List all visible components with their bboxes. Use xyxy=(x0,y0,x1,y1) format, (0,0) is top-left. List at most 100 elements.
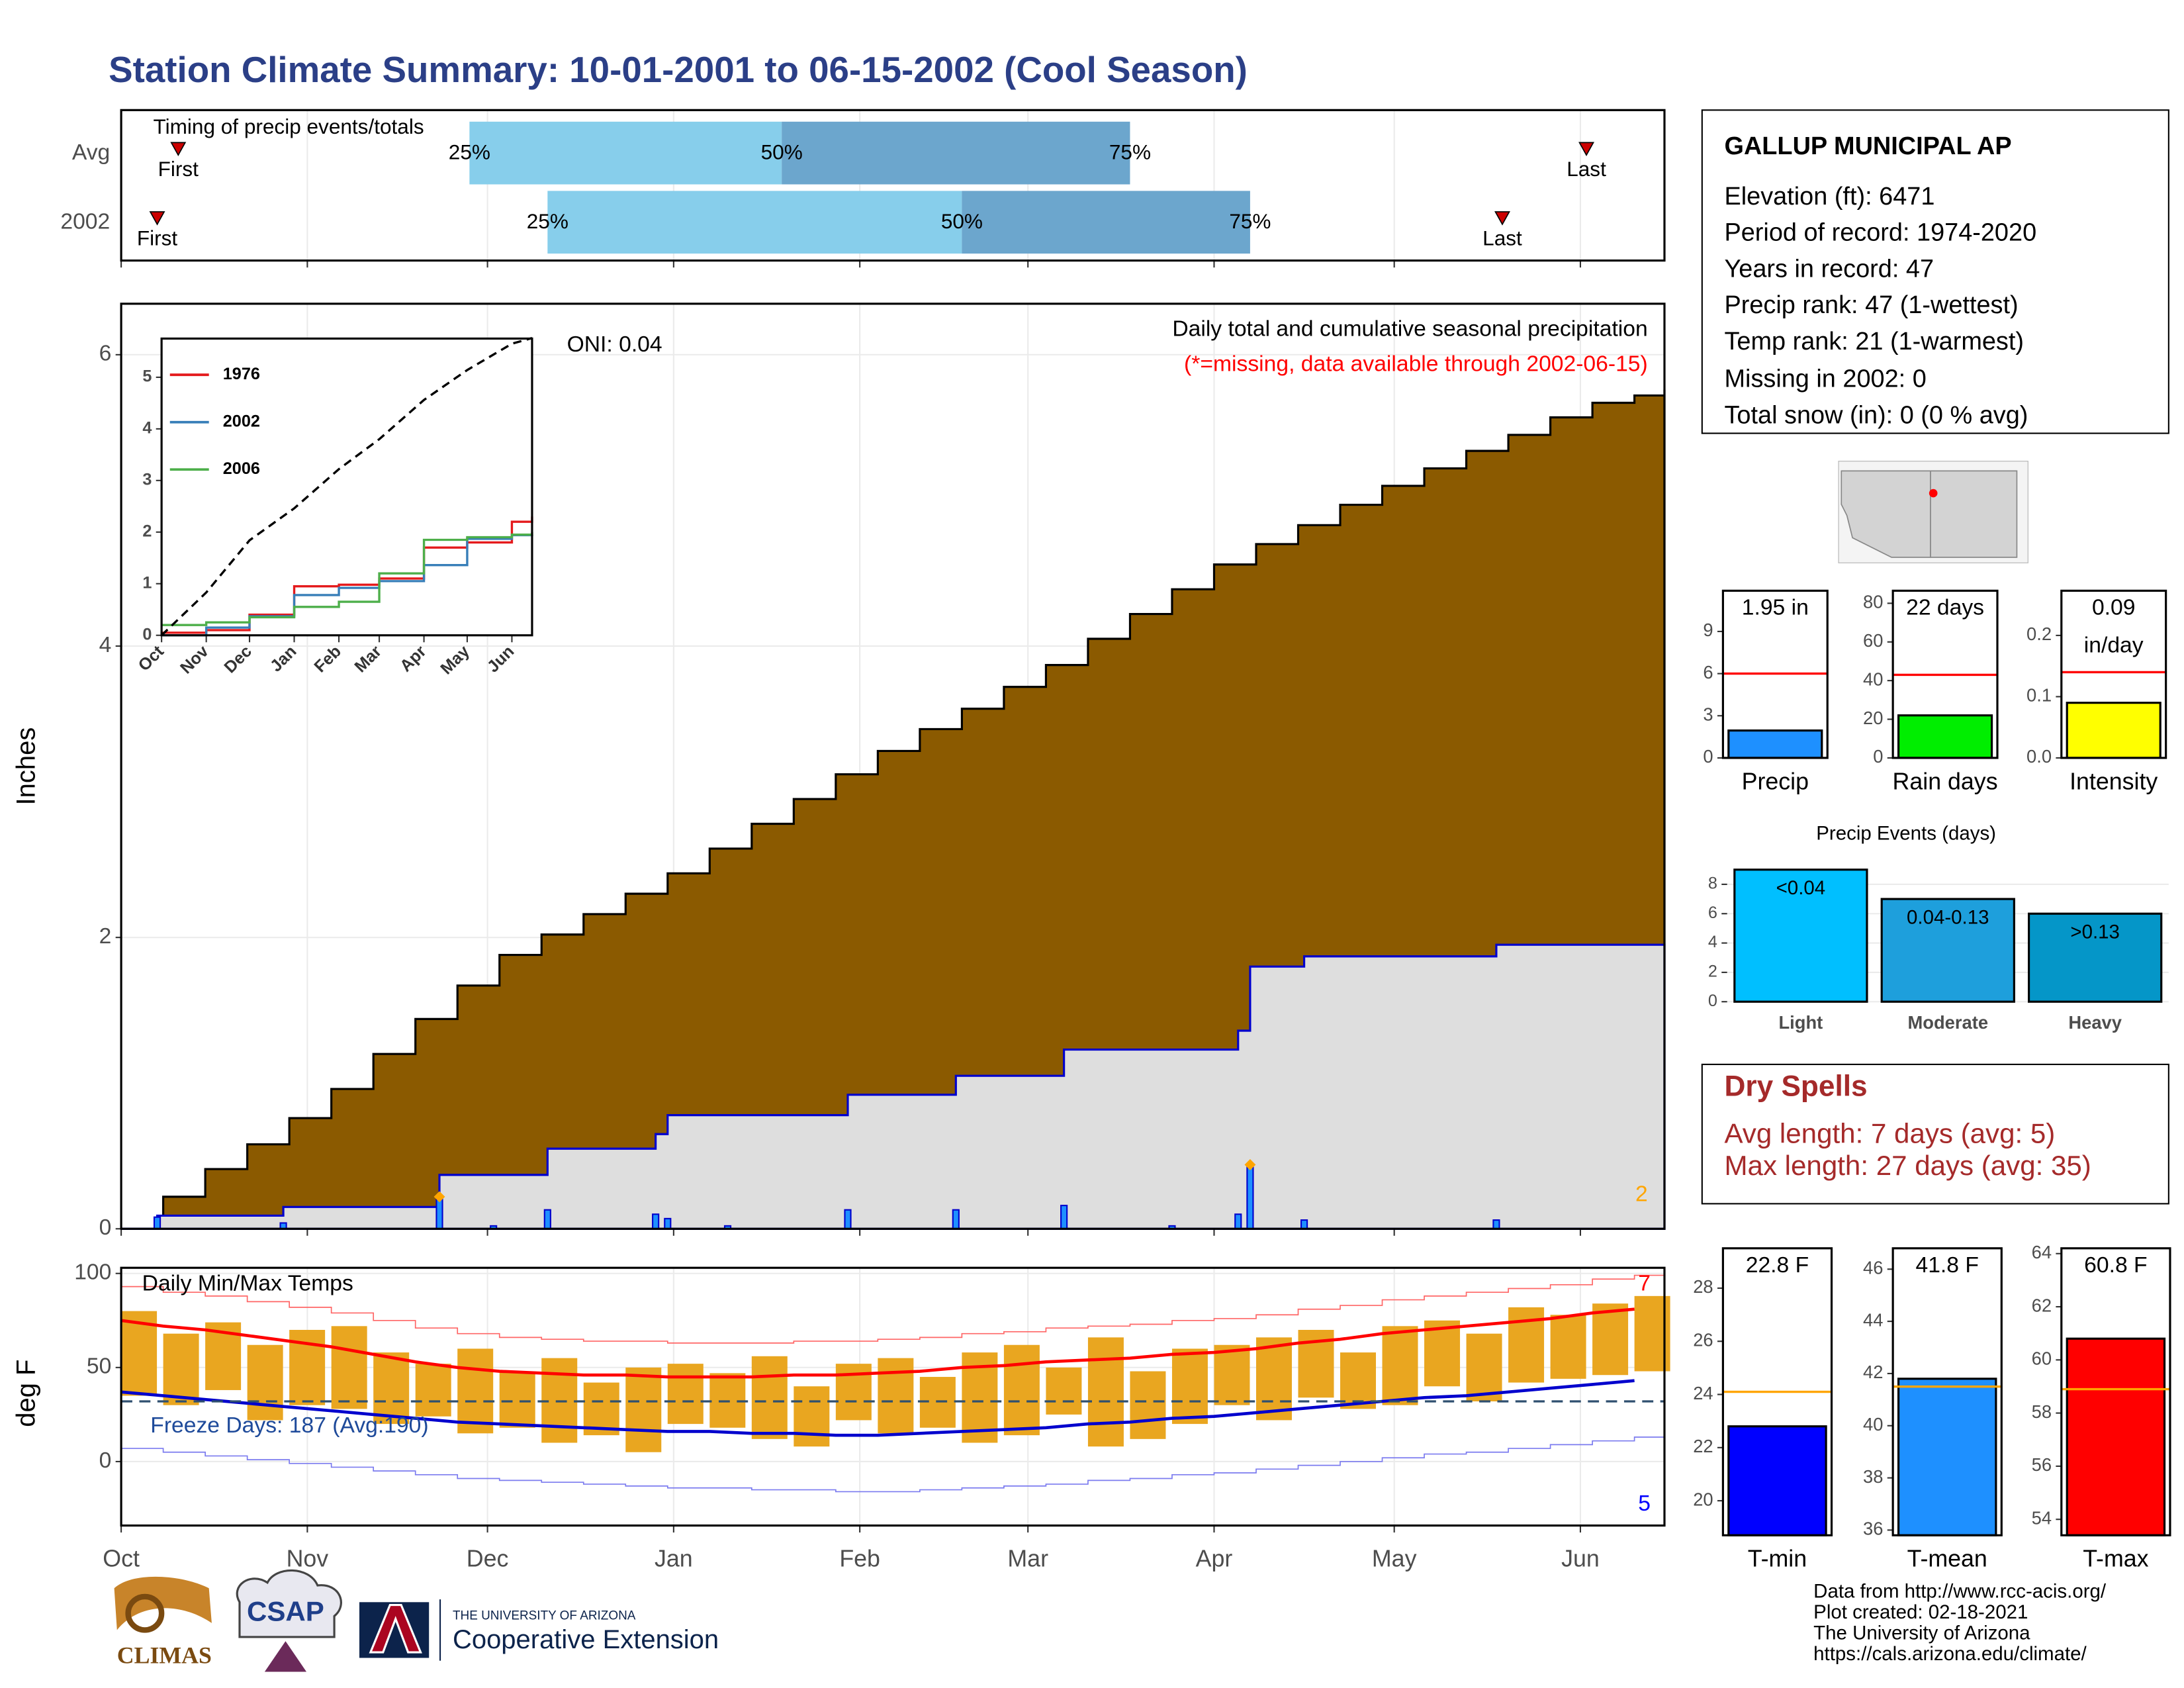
value-label: 22.8 F xyxy=(1746,1253,1809,1278)
daily-precip-bar xyxy=(1234,1213,1242,1230)
csap-text: CSAP xyxy=(247,1595,324,1626)
x-axis-label: T-max xyxy=(2083,1546,2148,1572)
quantile-label: 50% xyxy=(941,209,983,233)
y-tick-label: 26 xyxy=(1693,1329,1713,1350)
daily-precip-bar xyxy=(1300,1219,1308,1230)
daily-temp-bar xyxy=(1424,1320,1461,1387)
chart-title: Precip Events (days) xyxy=(1816,822,1996,844)
value-label: 1.95 in xyxy=(1742,596,1809,620)
daily-temp-bar xyxy=(667,1364,704,1425)
y-tick-label: 2 xyxy=(99,924,112,949)
legend-label: 2006 xyxy=(223,459,260,478)
chart-title: Timing of precip events/totals xyxy=(154,115,424,138)
plot-frame xyxy=(120,1266,1666,1527)
bar xyxy=(1880,898,2015,1003)
y-tick-label: 58 xyxy=(2032,1401,2052,1422)
y-tick-label: 5 xyxy=(142,367,152,386)
y-tick-label: 2 xyxy=(142,522,152,540)
legend-label: 2002 xyxy=(223,412,260,430)
event-marker xyxy=(1494,211,1510,226)
chart-title: Daily Min/Max Temps xyxy=(142,1271,353,1295)
y-axis-label: Inches xyxy=(12,727,41,806)
record-line xyxy=(121,1274,1664,1344)
y-tick-label: 46 xyxy=(1863,1258,1883,1278)
ua-extension: Cooperative Extension xyxy=(453,1625,719,1654)
y-tick-label: 4 xyxy=(99,633,112,657)
daily-precip-bar xyxy=(153,1216,161,1230)
quantile-label: 75% xyxy=(1229,209,1271,233)
y-tick-label: 9 xyxy=(1703,620,1713,640)
dry-spells-frame xyxy=(1701,1063,2169,1205)
dry-spells-line: Avg length: 7 days (avg: 5) xyxy=(1724,1117,2055,1149)
x-tick-label: May xyxy=(1372,1546,1417,1572)
x-tick-label: Light xyxy=(1778,1012,1823,1033)
chart-subtitle: Daily total and cumulative seasonal prec… xyxy=(1172,317,1647,342)
plot-frame xyxy=(1891,589,1999,759)
plot-frame xyxy=(1891,1247,2003,1536)
daily-temp-bar xyxy=(1592,1303,1629,1376)
station-frame xyxy=(1701,109,2169,434)
dry-spells-line: Max length: 27 days (avg: 35) xyxy=(1724,1150,2091,1181)
daily-precip-bar xyxy=(664,1217,672,1230)
y-tick-label: 0 xyxy=(1873,746,1883,767)
y-tick-label: 28 xyxy=(1693,1276,1713,1297)
quantile-label: 25% xyxy=(449,140,490,164)
y-tick-label: 3 xyxy=(142,471,152,489)
station-line: Missing in 2002: 0 xyxy=(1724,365,1926,393)
bar xyxy=(1727,729,1823,759)
y-tick-label: 56 xyxy=(2032,1454,2052,1475)
station-box: GALLUP MUNICIPAL AP Elevation (ft): 6471… xyxy=(1701,109,2169,434)
ua-logo xyxy=(369,1603,422,1654)
y-tick-label: 0 xyxy=(1708,992,1717,1010)
footer-line: https://cals.arizona.edu/climate/ xyxy=(1813,1643,2087,1665)
x-axis-label: T-min xyxy=(1748,1546,1807,1572)
bar xyxy=(1897,714,1993,759)
daily-precip-bar xyxy=(952,1209,960,1230)
record-high-count: 7 xyxy=(1638,1271,1651,1295)
y-tick-label: 38 xyxy=(1863,1466,1883,1487)
x-tick-label: Jan xyxy=(655,1546,693,1572)
y-tick-label: 40 xyxy=(1863,669,1883,689)
footer-line: The University of Arizona xyxy=(1813,1622,2030,1644)
y-tick-label: 100 xyxy=(74,1260,111,1285)
row-label: Avg xyxy=(72,140,110,165)
corner-label: 2 xyxy=(1635,1182,1648,1207)
value-label: 22 days xyxy=(1906,596,1984,620)
freeze-label: Freeze Days: 187 (Avg:190) xyxy=(150,1413,428,1438)
footer-line: Data from http://www.rcc-acis.org/ xyxy=(1813,1580,2107,1602)
station-name: GALLUP MUNICIPAL AP xyxy=(1724,132,2011,160)
daily-precip-bar xyxy=(543,1209,551,1230)
oni-label: ONI: 0.04 xyxy=(567,332,662,357)
daily-precip-bar xyxy=(652,1213,660,1230)
daily-temp-bar xyxy=(1550,1315,1586,1379)
plot-frame xyxy=(2060,1247,2171,1536)
y-tick-label: 0.2 xyxy=(2026,624,2052,644)
x-tick-label: Moderate xyxy=(1907,1012,1988,1033)
csap-logo xyxy=(236,1569,342,1638)
y-tick-label: 24 xyxy=(1693,1383,1713,1403)
station-location xyxy=(1929,489,1938,498)
x-tick-label: Feb xyxy=(839,1546,880,1572)
x-tick-label: Oct xyxy=(103,1546,140,1572)
value-label: 41.8 F xyxy=(1916,1253,1979,1278)
daily-precip-bar xyxy=(1246,1164,1254,1230)
y-tick-label: 62 xyxy=(2032,1295,2052,1315)
plot-frame xyxy=(2060,589,2167,759)
daily-precip-bar xyxy=(1492,1219,1500,1230)
event-marker xyxy=(170,142,187,157)
value-unit: in/day xyxy=(2084,633,2144,657)
dry-spells-title: Dry Spells xyxy=(1724,1070,1867,1102)
daily-temp-bar xyxy=(1171,1348,1208,1425)
x-axis-label: T-mean xyxy=(1907,1546,1987,1572)
dry-spells-box: Dry Spells Avg length: 7 days (avg: 5) M… xyxy=(1701,1063,2169,1205)
y-tick-label: 22 xyxy=(1693,1436,1713,1456)
y-tick-label: 0 xyxy=(99,1215,112,1240)
bar xyxy=(2028,912,2163,1003)
y-tick-label: 80 xyxy=(1863,592,1883,612)
y-tick-label: 6 xyxy=(99,342,112,366)
y-tick-label: 20 xyxy=(1863,708,1883,728)
event-label: Last xyxy=(1567,157,1606,181)
plot-background xyxy=(161,338,532,635)
value-label: >0.13 xyxy=(2070,921,2120,943)
